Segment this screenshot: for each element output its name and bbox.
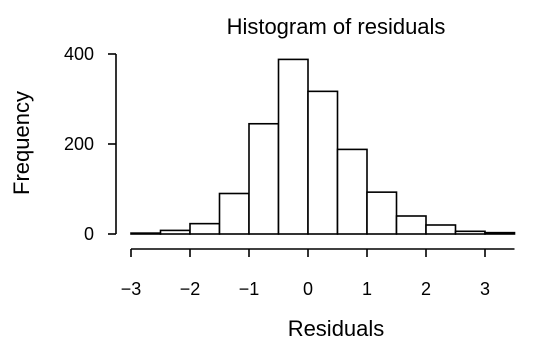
histogram-bar	[218, 192, 250, 235]
x-axis: −3 −2 −1 0 1 2 3	[121, 248, 515, 299]
x-tick-label: 3	[480, 279, 490, 299]
histogram-bars	[130, 58, 516, 235]
histogram-bar	[395, 215, 427, 235]
x-tick-label: −3	[121, 279, 142, 299]
x-tick-label: −1	[239, 279, 260, 299]
histogram-bar	[130, 232, 162, 235]
histogram-bar	[425, 224, 457, 235]
y-tick-label: 0	[84, 224, 94, 244]
x-tick-label: 0	[303, 279, 313, 299]
histogram-bar	[454, 230, 486, 235]
histogram-bar	[189, 222, 221, 235]
histogram-bar	[277, 58, 309, 235]
histogram-bar	[307, 90, 339, 235]
histogram-bar	[159, 229, 191, 235]
x-tick-label: 2	[421, 279, 431, 299]
histogram-bar	[248, 122, 280, 235]
histogram-bar	[336, 148, 368, 235]
y-tick-label: 200	[64, 134, 94, 154]
x-tick-label: −2	[180, 279, 201, 299]
x-tick-label: 1	[362, 279, 372, 299]
histogram-bar	[484, 231, 516, 235]
y-tick-label: 400	[64, 44, 94, 64]
chart-title: Histogram of residuals	[227, 14, 446, 39]
y-axis-label: Frequency	[9, 91, 34, 195]
x-axis-label: Residuals	[288, 316, 385, 341]
y-axis: 0 200 400	[64, 44, 117, 244]
histogram-bar	[366, 191, 398, 235]
